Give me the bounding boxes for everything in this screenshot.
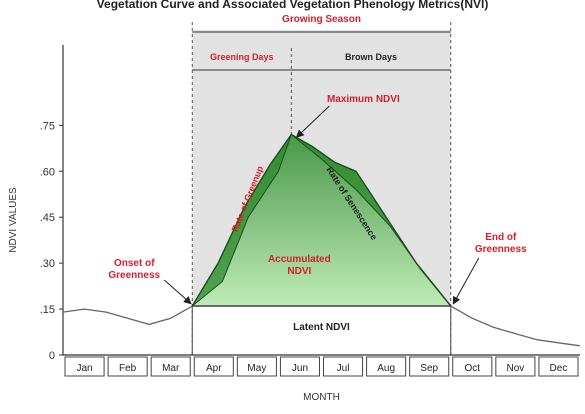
- month-box: [366, 356, 407, 377]
- month-box: [279, 356, 320, 377]
- month-box: [150, 356, 191, 377]
- month-label: Jan: [76, 363, 92, 374]
- month-label: Aug: [377, 363, 395, 374]
- y-tick-label: 0: [49, 350, 55, 362]
- month-label: May: [247, 363, 266, 374]
- peak-region: [192, 134, 451, 306]
- month-box: [236, 356, 277, 377]
- month-boxes: Jan Feb Mar Apr May Jun Jul Aug Sep Oct Nov Dec: [64, 356, 579, 377]
- y-tick-label: .15: [40, 304, 55, 316]
- month-box: [495, 356, 536, 377]
- month-label: Nov: [506, 363, 524, 374]
- end-label-line1: End of: [485, 232, 517, 243]
- month-box: [538, 356, 579, 377]
- month-box: [323, 356, 364, 377]
- maximum-ndvi-pointer: [295, 105, 330, 138]
- month-box: [107, 356, 148, 377]
- brown-days-label: Brown Days: [345, 52, 397, 62]
- accumulated-ndvi-label-line1: Accumulated: [268, 254, 331, 265]
- onset-label-line2: Greenness: [108, 270, 160, 281]
- y-tick-label: .75: [40, 120, 55, 132]
- accumulated-ndvi-label-line2: NDVI: [287, 266, 311, 277]
- month-label: Sep: [420, 363, 438, 374]
- onset-label-line1: Onset of: [114, 258, 155, 269]
- latent-ndvi-label: Latent NDVI: [293, 322, 350, 333]
- y-tick-label: .45: [40, 212, 55, 224]
- month-label: Oct: [465, 363, 481, 374]
- season-curve-upper: [191, 133, 452, 307]
- growing-season-label: Growing Season: [282, 14, 361, 25]
- month-label: Mar: [162, 363, 180, 374]
- month-box: [409, 356, 450, 377]
- month-label: Dec: [550, 363, 568, 374]
- end-pointer: [452, 257, 480, 305]
- month-box: [193, 356, 234, 377]
- y-axis-label: NDVI VALUES: [8, 187, 19, 253]
- month-box: [64, 356, 105, 377]
- end-label-line2: Greenness: [475, 244, 527, 255]
- month-label: Jun: [292, 363, 308, 374]
- season-curve-lower: [191, 133, 452, 307]
- y-tick-label: .60: [40, 166, 55, 178]
- greening-days-label: Greening Days: [210, 52, 274, 62]
- x-axis-label: MONTH: [303, 392, 340, 403]
- month-label: Apr: [206, 363, 222, 374]
- month-label: Jul: [337, 363, 350, 374]
- y-tick-label: .30: [40, 258, 55, 270]
- y-tick-labels: 0 .15 .30 .45 .60 .75: [40, 120, 63, 362]
- month-label: Feb: [119, 363, 137, 374]
- maximum-ndvi-label: Maximum NDVI: [327, 94, 400, 105]
- accumulated-ndvi-area: [192, 134, 451, 306]
- latent-ndvi-area: [191, 305, 452, 356]
- month-box: [452, 356, 493, 377]
- diagram-title: Vegetation Curve and Associated Vegetati…: [96, 0, 489, 11]
- onset-pointer: [163, 279, 192, 305]
